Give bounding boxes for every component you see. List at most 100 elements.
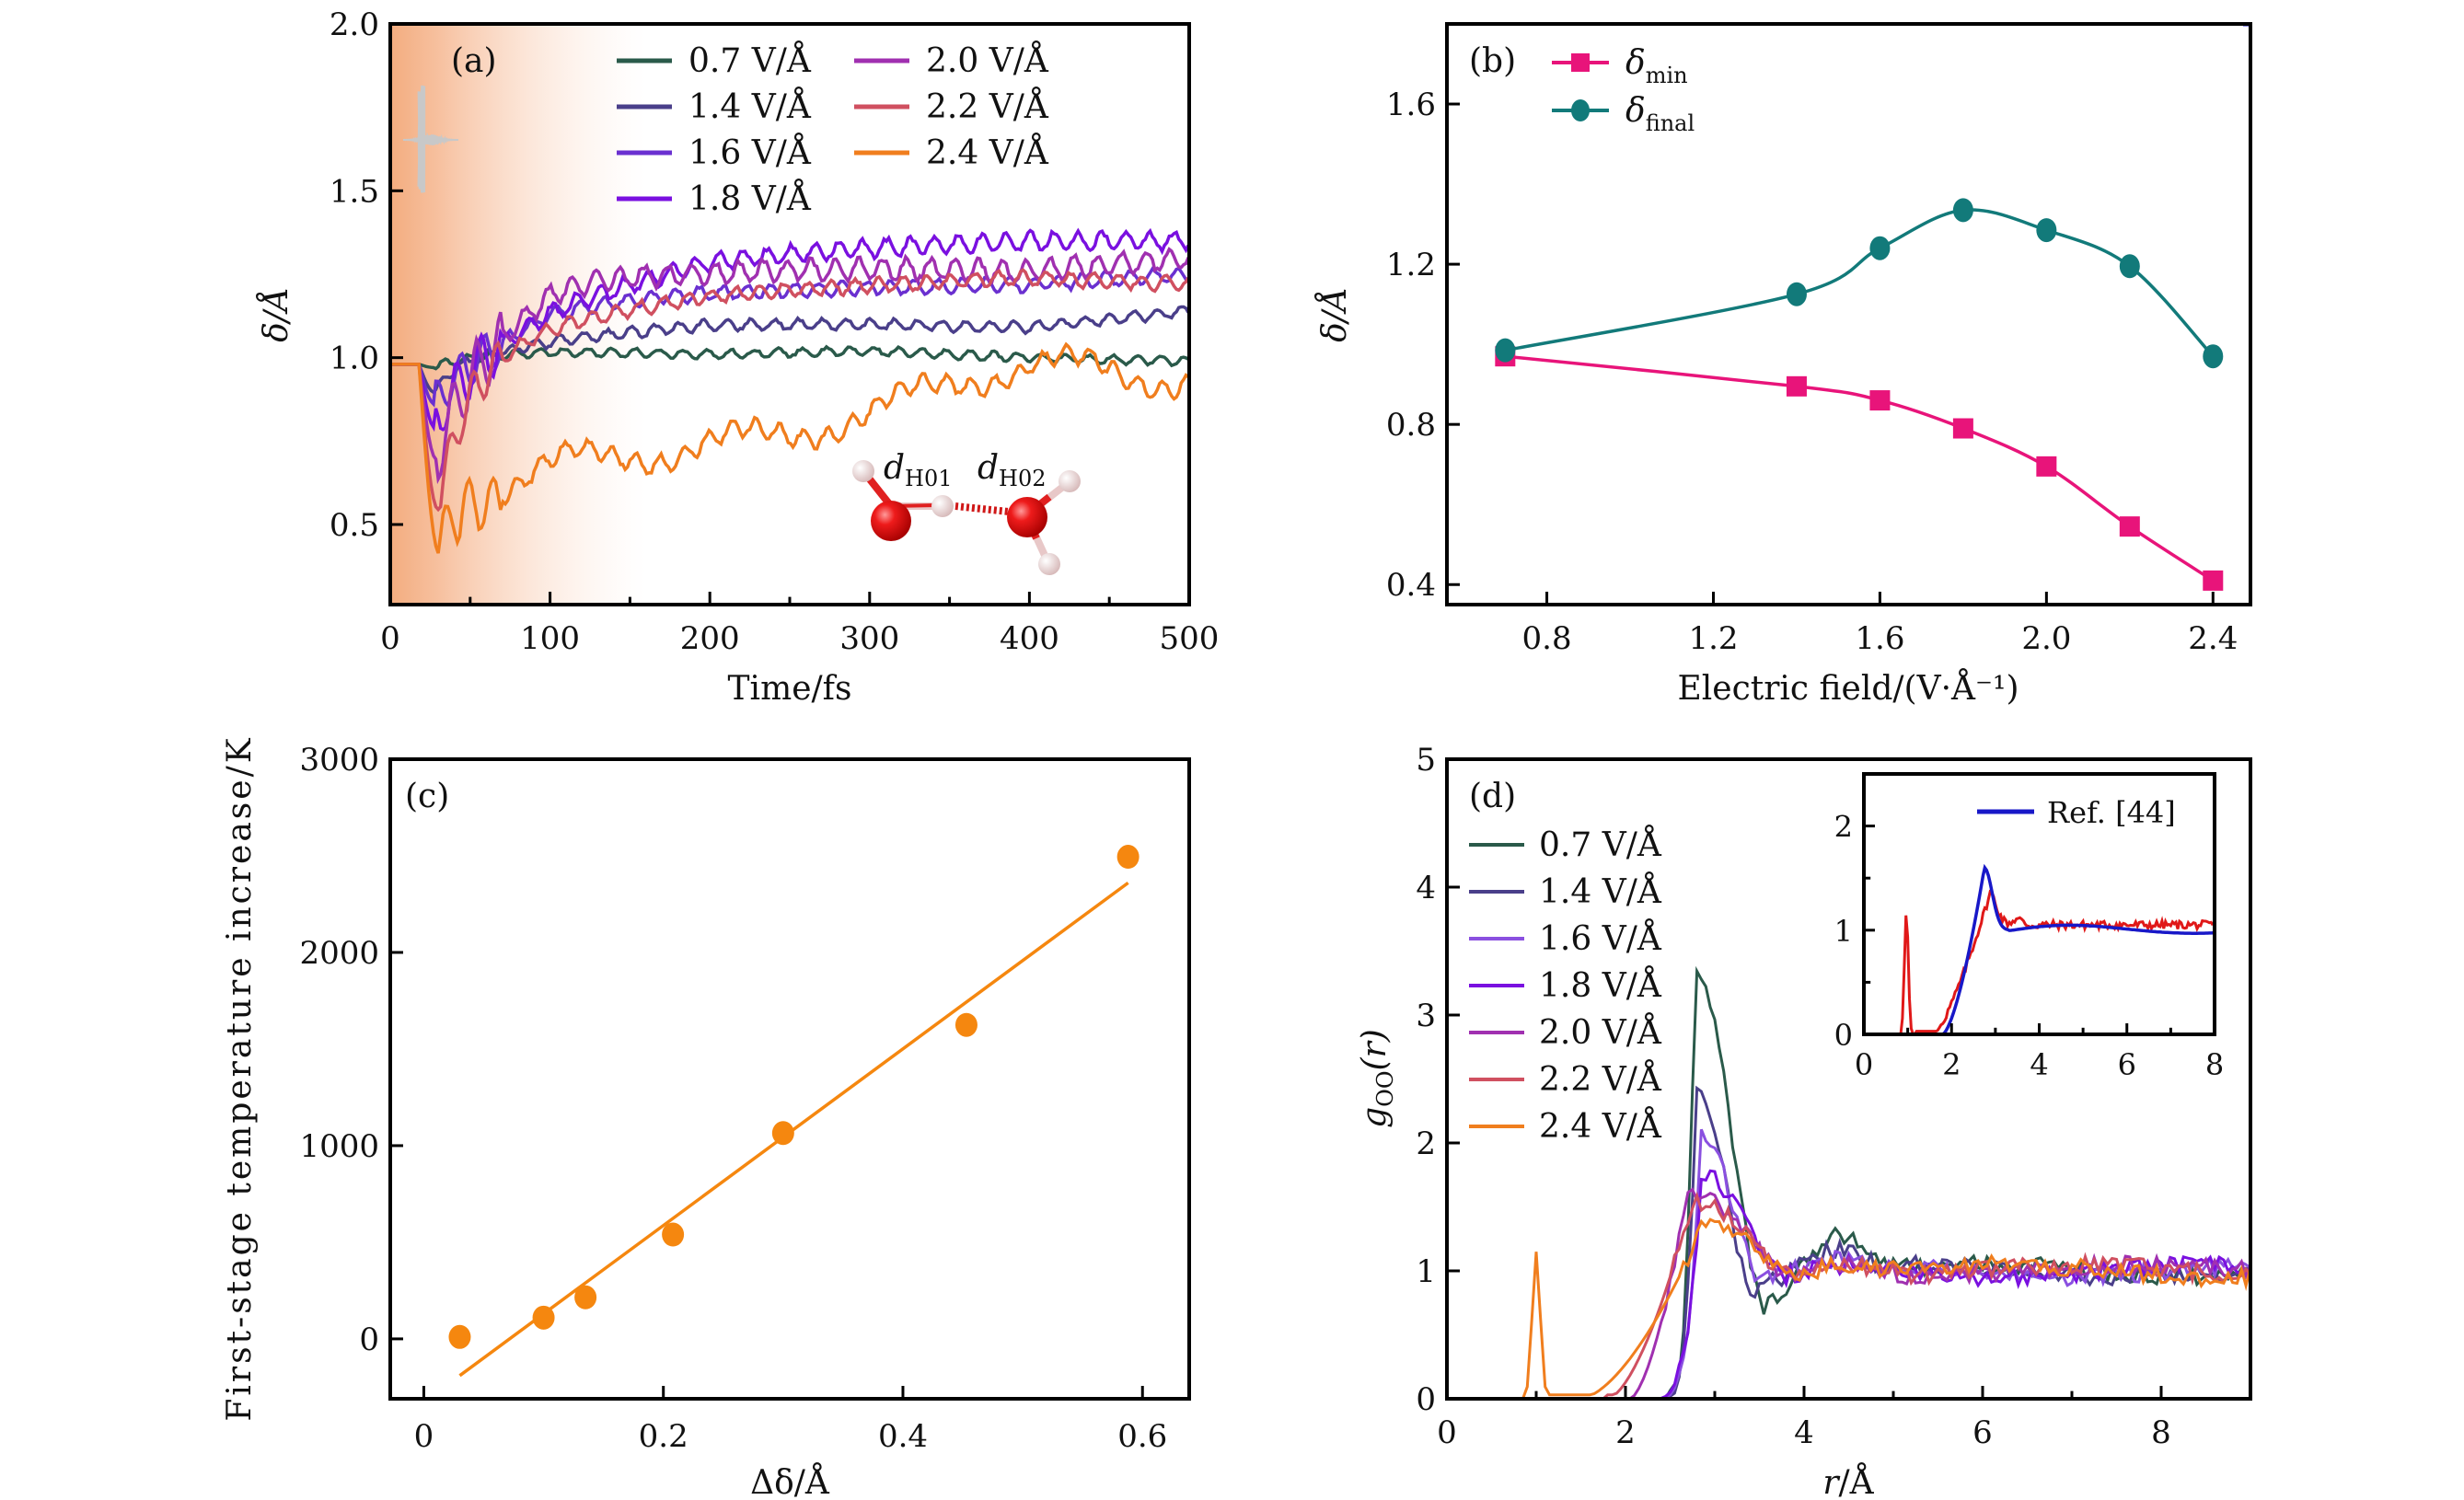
data-point-min [1869, 390, 1891, 411]
y-tick-label: 2.0 [330, 6, 379, 43]
water-dimer-molecule-icon [852, 460, 1081, 575]
panel-d: 0 2 4 6 8 0 1 2 3 4 5 (d) 0.7 V/Å 1.4 V/Å 1.6 V/Å 1.8… [1356, 742, 2252, 1500]
series-line-min [1505, 354, 2215, 583]
data-point-min [1786, 375, 1807, 397]
data-point [574, 1285, 597, 1310]
y-axis-label: δ/Å [1315, 287, 1354, 342]
molecule-label-dh02: dH02 [978, 449, 1047, 491]
inset-legend-label: Ref. [44] [2047, 795, 2176, 830]
legend-label: 1.8 V/Å [1539, 966, 1662, 1005]
x-tick-label: 0.4 [878, 1418, 928, 1455]
x-tick-label: 1.2 [1688, 620, 1738, 657]
y-tick-label: 5 [1416, 742, 1436, 779]
y-tick-label: 3000 [299, 742, 379, 779]
series-line-2.2 [1447, 1191, 2252, 1401]
y-tick-label: 1.6 [1386, 87, 1436, 123]
data-point [954, 1012, 978, 1037]
laser-pulse-waveform-icon [403, 85, 458, 193]
x-tick-label: 0 [414, 1418, 434, 1455]
panel-b: 0.8 1.2 1.6 2.0 2.4 0.4 0.8 1.2 1.6 (b) δminδfin… [1315, 22, 2252, 708]
molecule-label-dh02-sub: H02 [999, 466, 1046, 491]
y-tick-label: 1.0 [330, 340, 379, 377]
x-tick-label: 1.6 [1855, 620, 1904, 657]
y-tick-label: 0.5 [330, 507, 379, 544]
x-tick-label: 2.4 [2188, 620, 2238, 657]
data-point-final [2203, 344, 2224, 369]
panel-label: (b) [1469, 42, 1516, 80]
y-axis-label: δ/Å [257, 287, 295, 342]
y-tick-label: 0.4 [1386, 567, 1436, 604]
x-tick-label: 0.8 [1522, 620, 1572, 657]
data-point-final [1495, 338, 1516, 363]
data-point-final [2036, 218, 2057, 243]
fit-line [458, 881, 1129, 1378]
y-tick-label: 1 [1834, 914, 1853, 949]
y-tick-label: 2 [1416, 1125, 1436, 1162]
x-axis-label: r/Å [1822, 1463, 1874, 1500]
molecule-label-dh01-sub: H01 [905, 466, 952, 491]
plot-frame [1445, 757, 2252, 1401]
x-tick-label: 500 [1160, 620, 1220, 657]
inset-legend: Ref. [44] [1977, 795, 2176, 830]
legend-label: 2.4 V/Å [1539, 1107, 1662, 1146]
pulse-shaded-region [390, 24, 646, 605]
legend: 0.7 V/Å 1.4 V/Å 1.6 V/Å 1.8 V/Å 2.0 V/Å 2.2 V… [1469, 825, 1662, 1146]
legend-label: 2.2 V/Å [926, 87, 1049, 126]
legend-label: 0.7 V/Å [688, 41, 812, 80]
data-point [532, 1305, 555, 1330]
data-point [662, 1222, 685, 1247]
x-tick-label: 2.0 [2021, 620, 2071, 657]
x-tick-label: 300 [839, 620, 899, 657]
legend: 0.7 V/Å 1.4 V/Å 1.6 V/Å 1.8 V/Å 2.0 V/Å 2.2 V… [617, 41, 1049, 218]
data-point [448, 1324, 471, 1349]
y-tick-label: 4 [1416, 870, 1436, 906]
x-tick-label: 8 [2205, 1047, 2224, 1082]
y-tick-label: 2000 [299, 935, 379, 972]
x-axis-label: Time/fs [728, 670, 852, 708]
data-point [1116, 845, 1139, 870]
series-line-2.2 [390, 268, 1190, 513]
series-line-2.0 [390, 247, 1190, 485]
y-tick-label: 0.8 [1386, 407, 1436, 444]
x-tick-label: 100 [520, 620, 580, 657]
legend-label: 1.6 V/Å [1539, 919, 1662, 958]
legend-marker-square-icon [1571, 53, 1590, 72]
x-tick-label: 6 [1972, 1414, 1993, 1451]
legend-label: 0.7 V/Å [1539, 825, 1662, 864]
y-tick-label: 1.2 [1386, 247, 1436, 283]
y-tick-label: 3 [1416, 998, 1436, 1034]
data-point-min [2119, 516, 2140, 537]
legend-marker-circle-icon [1571, 99, 1590, 121]
data-point-min [2036, 456, 2057, 477]
x-tick-label: 400 [1000, 620, 1059, 657]
plot-frame [388, 757, 1191, 1401]
x-tick-label: 4 [2030, 1047, 2048, 1082]
plot-frame [1445, 22, 2252, 606]
series-line-1.4 [390, 305, 1190, 395]
data-point-final [2119, 254, 2140, 279]
x-tick-label: 2 [1942, 1047, 1961, 1082]
x-tick-label: 4 [1794, 1414, 1814, 1451]
x-tick-label: 0.6 [1117, 1418, 1167, 1455]
y-tick-label: 0 [1834, 1018, 1853, 1053]
legend-label: 2.0 V/Å [1539, 1013, 1662, 1052]
x-tick-label: 200 [680, 620, 740, 657]
legend-label: 2.0 V/Å [926, 41, 1049, 80]
x-tick-label: 0 [1437, 1414, 1457, 1451]
x-tick-label: 8 [2151, 1414, 2171, 1451]
x-axis-label: Electric field/(V·Å⁻¹) [1677, 669, 2019, 708]
data-point-final [1786, 282, 1807, 306]
y-tick-label: 2 [1834, 810, 1853, 845]
y-tick-label: 0 [1416, 1381, 1436, 1418]
legend-label: 1.4 V/Å [688, 87, 812, 126]
legend-label: δfinal [1625, 92, 1695, 136]
x-tick-label: 0 [380, 620, 400, 657]
molecule-label-dh01: dH01 [884, 449, 953, 491]
series-line-final [1504, 208, 2215, 358]
y-tick-label: 1.5 [330, 173, 379, 210]
legend-label: 1.6 V/Å [688, 133, 812, 172]
data-point-min [2203, 570, 2224, 591]
x-tick-label: 6 [2118, 1047, 2136, 1082]
